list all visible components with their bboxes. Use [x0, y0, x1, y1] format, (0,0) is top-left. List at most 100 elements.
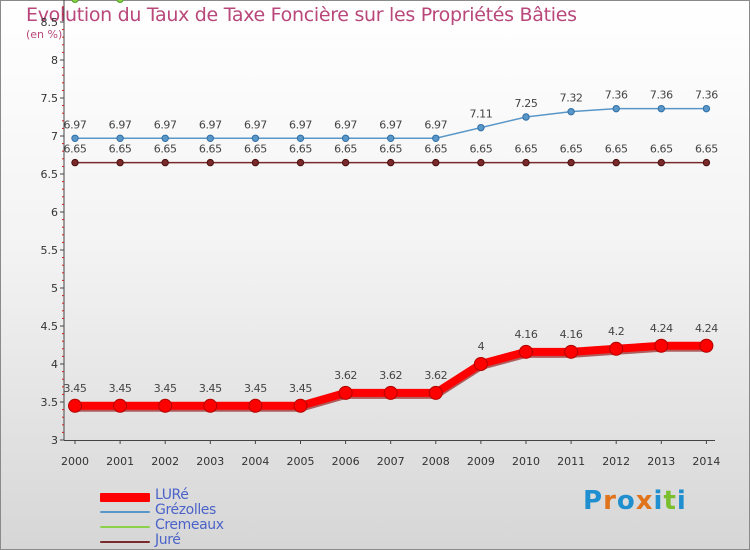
data-point-lure [654, 338, 669, 353]
data-point-grezolles [567, 107, 575, 116]
data-label-lure: 3.45 [199, 382, 222, 395]
data-label-grezolles: 6.97 [379, 118, 402, 131]
data-point-cremeaux [116, 0, 124, 3]
data-point-grezolles [341, 134, 350, 142]
y-tick-label: 7.5 [41, 92, 59, 105]
x-tick-label: 2014 [692, 455, 720, 468]
data-point-cremeaux [71, 0, 79, 3]
data-label-grezolles: 7.36 [695, 89, 718, 102]
data-label-jure: 6.65 [154, 143, 177, 156]
data-label-jure: 6.65 [64, 143, 87, 156]
data-point-lure [203, 398, 218, 413]
data-point-grezolles [702, 104, 711, 113]
data-label-lure: 4.24 [650, 322, 673, 335]
logo-letter: o [616, 486, 636, 516]
data-point-lure [383, 385, 398, 400]
y-tick-label: 6.5 [41, 168, 59, 181]
logo-letter: r [603, 486, 617, 516]
data-label-grezolles: 7.36 [605, 89, 628, 102]
data-label-grezolles: 7.11 [469, 108, 492, 121]
data-point-jure [657, 158, 665, 167]
data-label-lure: 3.45 [244, 382, 267, 395]
data-point-jure [161, 158, 169, 167]
logo-letter: i [676, 486, 687, 516]
y-tick-label: 4.5 [41, 320, 59, 333]
data-label-jure: 6.65 [109, 143, 132, 156]
data-point-grezolles [161, 134, 169, 142]
legend-label-lure: LURé [155, 487, 189, 503]
data-point-grezolles [432, 134, 440, 142]
data-label-grezolles: 7.25 [515, 97, 538, 110]
data-label-jure: 6.65 [424, 143, 447, 156]
legend-swatch-cremeaux [100, 526, 150, 528]
data-point-lure [338, 385, 353, 400]
data-label-jure: 6.65 [334, 143, 357, 156]
data-point-jure [702, 158, 711, 167]
data-point-jure [341, 158, 350, 167]
data-point-grezolles [522, 113, 530, 121]
x-tick-label: 2006 [332, 455, 360, 468]
legend-label-cremeaux: Cremeaux [155, 517, 224, 533]
x-tick-label: 2012 [602, 455, 630, 468]
y-tick-label: 8.5 [41, 16, 59, 29]
data-point-grezolles [477, 123, 485, 132]
data-point-jure [116, 158, 124, 167]
chart-subtitle: (en %) [26, 28, 63, 41]
data-point-lure [699, 338, 714, 353]
data-label-lure: 4 [478, 340, 485, 353]
data-label-grezolles: 7.36 [650, 89, 673, 102]
data-point-grezolles [387, 134, 395, 142]
data-point-grezolles [657, 104, 665, 113]
x-tick-label: 2013 [647, 455, 675, 468]
data-label-lure: 3.62 [379, 369, 402, 382]
data-label-grezolles: 6.97 [109, 118, 132, 131]
data-point-jure [567, 158, 575, 167]
data-label-jure: 6.65 [379, 143, 402, 156]
data-label-jure: 6.65 [289, 143, 312, 156]
logo-letter: i [653, 486, 664, 516]
x-tick-label: 2011 [557, 455, 585, 468]
data-point-lure [609, 341, 624, 356]
y-tick-label: 3 [51, 434, 58, 447]
data-label-lure: 3.62 [334, 369, 357, 382]
data-point-lure [158, 398, 173, 413]
data-point-grezolles [206, 134, 215, 142]
data-point-grezolles [296, 134, 305, 142]
data-point-lure [428, 385, 443, 400]
data-point-jure [387, 158, 395, 167]
data-point-lure [248, 398, 263, 413]
data-label-grezolles: 6.97 [64, 118, 87, 131]
x-tick-label: 2008 [422, 455, 450, 468]
y-tick-label: 8 [51, 54, 58, 67]
x-tick-label: 2005 [287, 455, 315, 468]
x-tick-label: 2003 [196, 455, 224, 468]
data-point-jure [612, 158, 620, 167]
logo-letter: x [635, 486, 654, 516]
data-label-lure: 4.16 [560, 328, 583, 341]
data-label-grezolles: 7.32 [560, 92, 583, 105]
data-point-jure [522, 158, 530, 167]
legend-label-jure: Juré [155, 532, 181, 548]
data-label-jure: 6.65 [469, 143, 492, 156]
y-tick-label: 5 [51, 282, 58, 295]
data-label-lure: 4.2 [608, 325, 624, 338]
data-label-jure: 6.65 [560, 143, 583, 156]
data-label-grezolles: 6.97 [244, 118, 267, 131]
data-point-grezolles [251, 134, 260, 142]
data-label-jure: 6.65 [605, 143, 628, 156]
data-point-lure [293, 398, 308, 413]
data-label-lure: 4.16 [515, 328, 538, 341]
y-tick-label: 5.5 [41, 244, 59, 257]
x-tick-label: 2002 [151, 455, 179, 468]
data-label-lure: 3.45 [289, 382, 312, 395]
x-tick-label: 2000 [61, 455, 89, 468]
data-label-jure: 6.65 [244, 143, 267, 156]
x-tick-label: 2007 [377, 455, 405, 468]
y-tick-label: 7 [51, 130, 58, 143]
y-tick-label: 6 [51, 206, 58, 219]
data-point-lure [113, 398, 128, 413]
data-point-lure [68, 398, 82, 413]
data-point-jure [296, 158, 305, 167]
